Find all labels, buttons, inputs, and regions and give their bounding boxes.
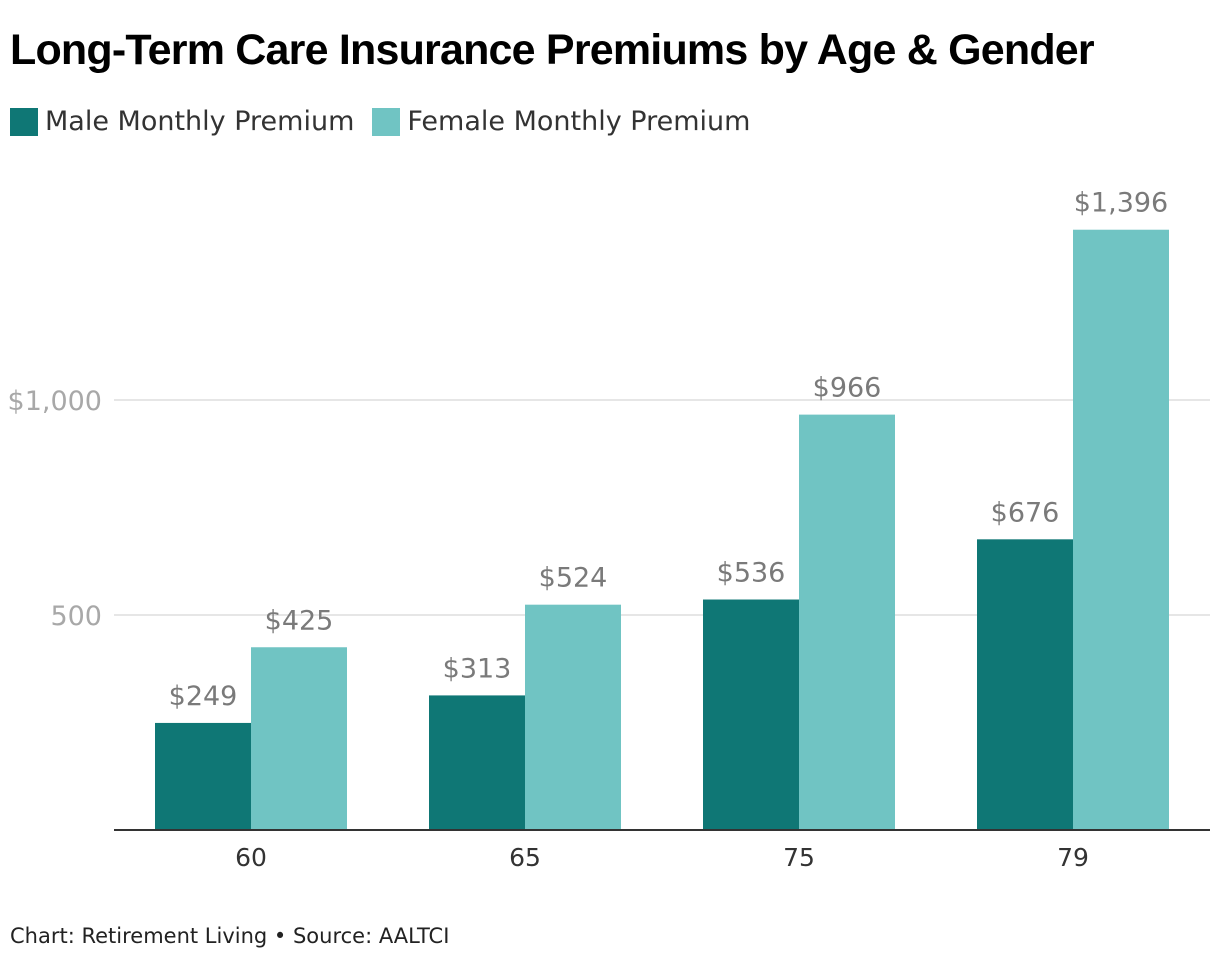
y-tick-label-1: $1,000 bbox=[8, 386, 102, 417]
y-tick-label-0: 500 bbox=[50, 601, 102, 632]
bar-female-65 bbox=[525, 604, 621, 830]
data-label-female-60: $425 bbox=[265, 605, 334, 636]
legend-item-male: Male Monthly Premium bbox=[10, 106, 354, 137]
legend-swatch-female bbox=[372, 107, 401, 136]
x-tick-label-65: 65 bbox=[509, 843, 541, 872]
bar-male-75 bbox=[703, 599, 799, 830]
data-label-male-65: $313 bbox=[443, 653, 512, 684]
bar-male-79 bbox=[977, 539, 1073, 830]
legend-label-female: Female Monthly Premium bbox=[407, 106, 751, 137]
bar-female-75 bbox=[799, 414, 895, 830]
chart-footer: Chart: Retirement Living • Source: AALTC… bbox=[10, 924, 450, 948]
data-label-female-75: $966 bbox=[813, 373, 882, 404]
legend-item-female: Female Monthly Premium bbox=[372, 106, 750, 137]
bar-male-60 bbox=[155, 722, 251, 830]
data-label-female-79: $1,396 bbox=[1074, 188, 1168, 219]
legend-label-male: Male Monthly Premium bbox=[45, 106, 355, 137]
legend-swatch-male bbox=[10, 107, 38, 136]
data-label-male-75: $536 bbox=[717, 558, 786, 589]
x-tick-label-60: 60 bbox=[235, 843, 267, 872]
x-tick-label-75: 75 bbox=[783, 843, 815, 872]
data-label-female-65: $524 bbox=[539, 563, 608, 594]
legend: Male Monthly Premium Female Monthly Prem… bbox=[10, 106, 768, 137]
x-tick-label-79: 79 bbox=[1057, 843, 1089, 872]
bar-female-60 bbox=[251, 647, 347, 830]
data-label-male-60: $249 bbox=[169, 681, 238, 712]
bar-female-79 bbox=[1073, 229, 1169, 831]
chart-title: Long-Term Care Insurance Premiums by Age… bbox=[10, 26, 1095, 74]
bar-male-65 bbox=[429, 695, 525, 830]
data-label-male-79: $676 bbox=[991, 497, 1060, 528]
